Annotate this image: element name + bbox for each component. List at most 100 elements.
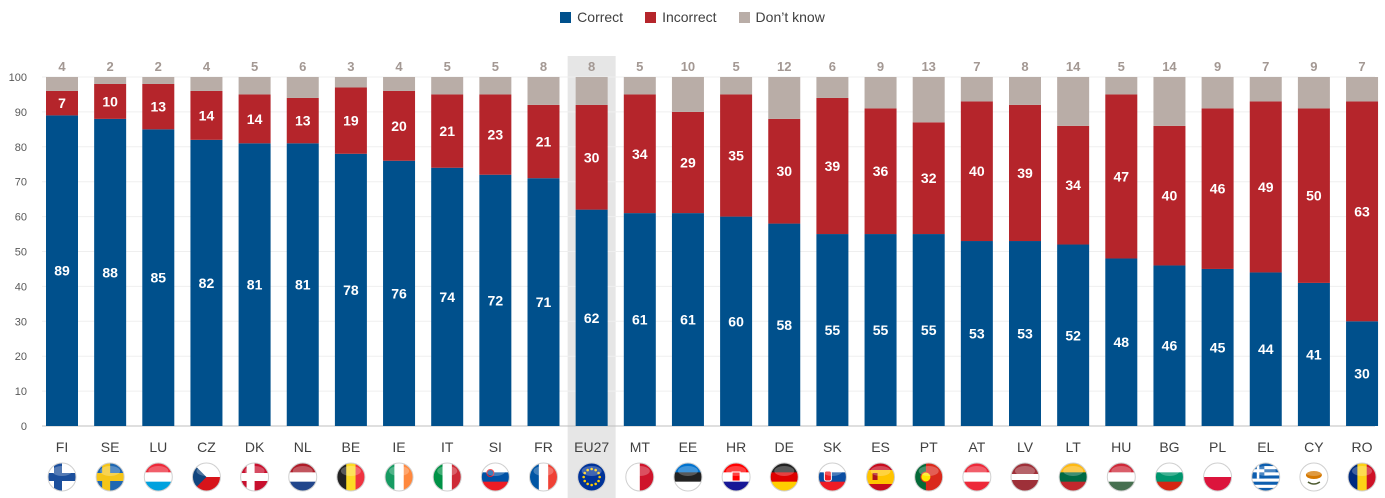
x-tick-label: SK (823, 439, 842, 455)
bar-incorrect (671, 111, 704, 214)
bar-incorrect (960, 101, 993, 242)
data-label-correct: 85 (151, 270, 167, 286)
bar-dont-know (1105, 77, 1138, 95)
x-tick-label: SE (101, 439, 120, 455)
x-tick-label: IE (392, 439, 405, 455)
bar-correct (1346, 321, 1379, 426)
data-label-incorrect: 36 (873, 163, 889, 179)
x-tick-label: FI (56, 439, 68, 455)
bar-dont-know (575, 77, 608, 105)
data-label-dont-know: 10 (681, 59, 695, 74)
flag-hu-icon (1106, 462, 1136, 492)
x-tick-label: EE (679, 439, 698, 455)
bar-correct (671, 213, 704, 426)
flag-sk-icon (817, 462, 847, 492)
data-label-dont-know: 5 (1118, 59, 1125, 74)
data-label-dont-know: 2 (107, 59, 114, 74)
bar-correct (142, 129, 175, 426)
bar-correct (816, 234, 849, 426)
bar-incorrect (912, 122, 945, 235)
bar-incorrect (1057, 125, 1090, 245)
data-label-correct: 81 (247, 277, 263, 293)
data-label-correct: 53 (1017, 326, 1033, 342)
data-label-incorrect: 34 (1065, 177, 1081, 193)
data-label-dont-know: 8 (1021, 59, 1028, 74)
bar-correct (1249, 272, 1282, 426)
bar-correct (1105, 258, 1138, 426)
flag-si-icon (480, 462, 510, 492)
data-label-correct: 44 (1258, 341, 1274, 357)
bar-incorrect (1297, 108, 1330, 283)
bar-correct (912, 234, 945, 426)
bar-correct (1201, 268, 1234, 426)
bar-incorrect (46, 90, 78, 116)
data-label-dont-know: 6 (829, 59, 836, 74)
bar-dont-know (479, 77, 512, 95)
data-label-dont-know: 5 (444, 59, 451, 74)
data-label-correct: 30 (1354, 366, 1370, 382)
data-label-dont-know: 12 (777, 59, 791, 74)
data-label-incorrect: 32 (921, 170, 937, 186)
legend-item-incorrect: Incorrect (645, 7, 717, 27)
data-label-incorrect: 29 (680, 155, 696, 171)
bar-correct (238, 143, 271, 426)
data-label-dont-know: 14 (1066, 59, 1081, 74)
data-label-incorrect: 46 (1210, 181, 1226, 197)
data-label-dont-know: 13 (921, 59, 935, 74)
x-tick-label: IT (441, 439, 454, 455)
y-tick-label: 30 (15, 316, 27, 328)
data-label-correct: 41 (1306, 346, 1322, 362)
data-label-incorrect: 50 (1306, 188, 1322, 204)
y-tick-label: 80 (15, 142, 27, 154)
data-label-incorrect: 14 (247, 111, 263, 127)
bar-incorrect (623, 94, 656, 214)
bar-dont-know (1297, 77, 1330, 109)
bar-dont-know (768, 77, 801, 119)
x-tick-label: SI (489, 439, 502, 455)
data-label-correct: 48 (1114, 334, 1130, 350)
bar-dont-know (1201, 77, 1234, 109)
bar-dont-know (720, 77, 753, 95)
data-label-incorrect: 40 (1162, 188, 1178, 204)
data-label-dont-know: 14 (1162, 59, 1177, 74)
bar-dont-know (623, 77, 656, 95)
flag-lt-icon (1058, 462, 1088, 492)
flag-ee-icon (673, 462, 703, 492)
bar-dont-know (383, 77, 416, 91)
x-tick-label: DK (245, 439, 265, 455)
flag-lu-icon (143, 462, 173, 492)
bar-dont-know (1057, 77, 1090, 126)
data-label-dont-know: 3 (347, 59, 354, 74)
bar-dont-know (671, 77, 704, 112)
bar-incorrect (1009, 104, 1041, 242)
y-tick-label: 60 (15, 212, 27, 224)
x-tick-label: BG (1159, 439, 1179, 455)
data-label-incorrect: 30 (776, 163, 792, 179)
bar-incorrect (768, 118, 801, 224)
bar-correct (527, 178, 560, 426)
data-label-dont-know: 8 (540, 59, 547, 74)
data-label-correct: 72 (488, 292, 504, 308)
bar-incorrect (1105, 94, 1138, 259)
bar-correct (479, 174, 512, 426)
flag-cz-icon (191, 462, 221, 492)
x-tick-label: LV (1017, 439, 1034, 455)
y-tick-label: 40 (15, 281, 27, 293)
y-tick-label: 50 (15, 247, 27, 259)
x-tick-label: EL (1257, 439, 1274, 455)
bar-dont-know (334, 77, 367, 88)
bar-incorrect (720, 94, 753, 217)
flag-el-icon (1251, 462, 1281, 492)
data-label-dont-know: 6 (299, 59, 306, 74)
bar-correct (383, 160, 416, 426)
x-tick-label: BE (342, 439, 361, 455)
data-label-correct: 62 (584, 310, 600, 326)
bar-incorrect (383, 90, 416, 161)
flag-ro-icon (1347, 462, 1377, 492)
flag-at-icon (962, 462, 992, 492)
bar-dont-know (527, 77, 560, 105)
bar-incorrect (1201, 108, 1234, 269)
bar-correct (1057, 244, 1090, 426)
x-tick-label: NL (294, 439, 312, 455)
bar-correct (768, 223, 801, 426)
